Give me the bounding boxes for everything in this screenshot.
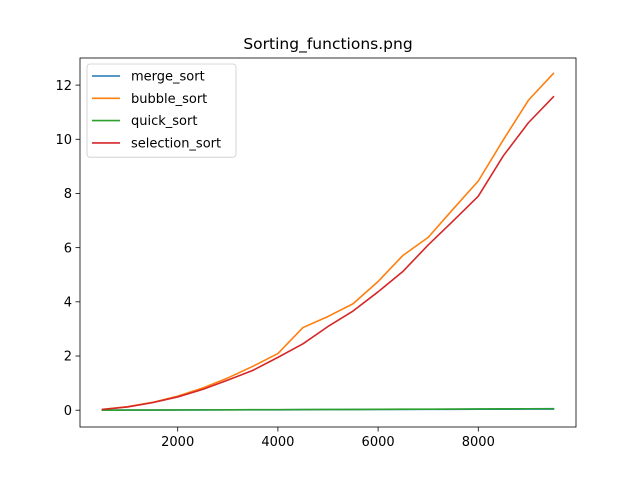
y-tick-label: 2 (64, 350, 72, 365)
y-tick-label: 4 (64, 296, 72, 311)
plot-frame (79, 57, 577, 428)
chart-title: Sorting_functions.png (243, 35, 412, 54)
legend-box (86, 63, 237, 158)
x-tick-label: 2000 (161, 435, 194, 450)
x-tick-label: 6000 (362, 435, 395, 450)
y-tick-label: 0 (64, 404, 72, 419)
legend-label: quick_sort (131, 114, 197, 129)
series-layer (101, 72, 555, 411)
x-tick-label: 8000 (462, 435, 495, 450)
y-tick-label: 10 (55, 133, 72, 148)
series-line-quick-sort (101, 407, 555, 411)
y-tick-label: 12 (55, 79, 72, 94)
y-tick-label: 8 (64, 187, 72, 202)
legend-label: bubble_sort (131, 92, 207, 107)
legend-label: selection_sort (131, 137, 221, 152)
axes-layer: 2000 4000 6000 8000 0 2 4 6 8 10 12 (55, 57, 577, 450)
y-tick-label: 6 (64, 241, 72, 256)
series-line-selection-sort (101, 95, 555, 411)
x-tick-label: 4000 (261, 435, 294, 450)
legend-label: merge_sort (131, 70, 205, 85)
legend: merge_sort bubble_sort quick_sort selection… (86, 63, 237, 158)
